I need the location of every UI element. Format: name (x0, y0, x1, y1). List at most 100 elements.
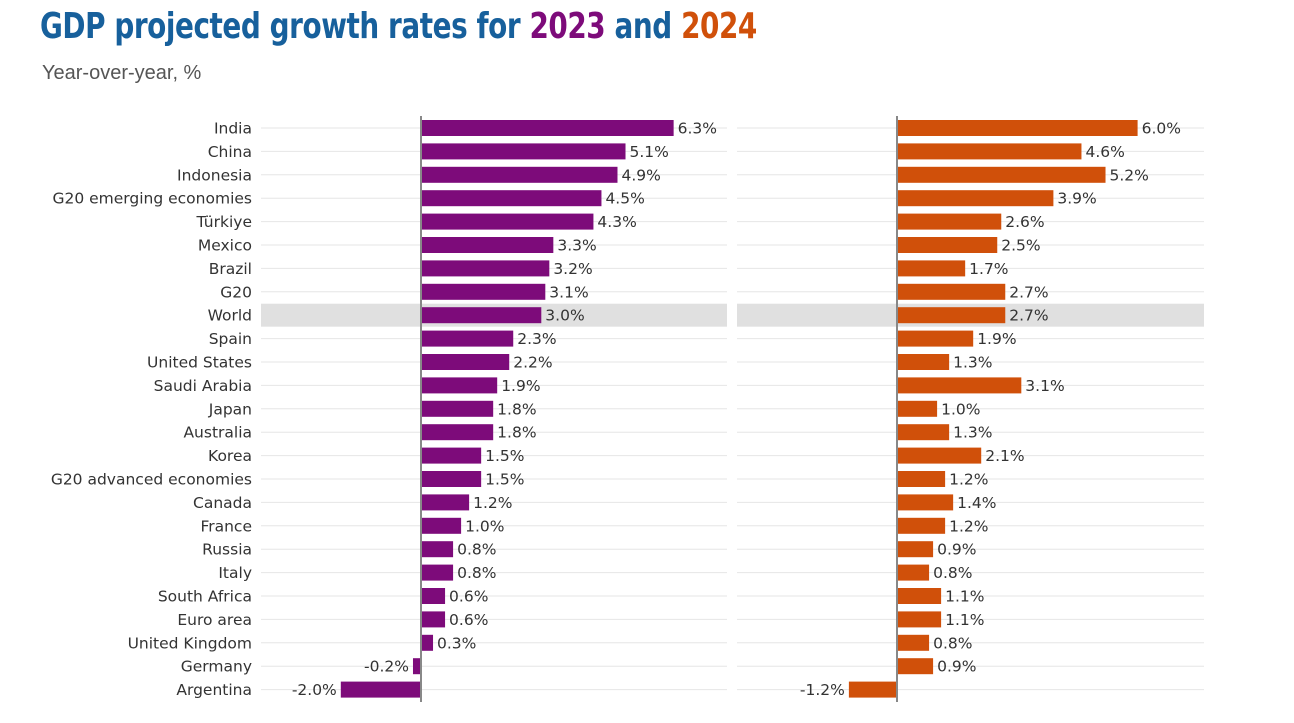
value-label-2023-spain: 2.3% (517, 330, 556, 348)
bar-2023-france (421, 517, 462, 534)
bar-2024-korea (897, 447, 982, 464)
value-label-2023-australia: 1.8% (497, 424, 536, 442)
value-label-2024-japan: 1.0% (941, 400, 980, 418)
bar-2024-indonesia (897, 166, 1106, 183)
bar-2024-saudi-arabia (897, 377, 1022, 394)
bar-2024-germany (897, 658, 934, 675)
category-label-south-africa: South Africa (158, 588, 252, 606)
value-label-2024-g20-emerging-economies: 3.9% (1057, 190, 1096, 208)
bar-2023-g20-advanced-economies (421, 471, 482, 487)
title-year-2024: 2024 (681, 6, 757, 47)
bar-2023-argentina (340, 681, 421, 698)
value-label-2024-australia: 1.3% (953, 424, 992, 442)
bar-2023-russia (421, 541, 454, 558)
category-label-argentina: Argentina (176, 681, 252, 699)
value-label-2023-g20-emerging-economies: 4.5% (605, 190, 644, 208)
value-label-2024-g20-advanced-economies: 1.2% (949, 471, 988, 489)
value-label-2024-mexico: 2.5% (1001, 237, 1040, 255)
bar-2024-euro-area (897, 611, 942, 628)
category-label-g20: G20 (220, 283, 252, 301)
value-label-2023-italy: 0.8% (457, 564, 496, 582)
category-label-t-rkiye: Türkiye (195, 213, 252, 231)
bar-2023-korea (421, 447, 482, 464)
bar-2024-g20-emerging-economies (897, 190, 1054, 207)
value-label-2023-indonesia: 4.9% (621, 166, 660, 184)
bar-2023-united-states (421, 354, 510, 370)
category-label-united-states: United States (147, 354, 252, 372)
category-label-india: India (214, 120, 252, 138)
bar-2023-australia (421, 424, 494, 441)
category-label-mexico: Mexico (198, 237, 252, 255)
chart-subtitle: Year-over-year, % (42, 62, 202, 84)
value-label-2023-t-rkiye: 4.3% (597, 213, 636, 231)
title-and: and (605, 6, 682, 47)
bar-2023-japan (421, 400, 494, 417)
bar-2024-russia (897, 541, 934, 558)
value-label-2023-saudi-arabia: 1.9% (501, 377, 540, 395)
bar-2023-brazil (421, 260, 550, 277)
value-label-2023-canada: 1.2% (473, 494, 512, 512)
value-label-2024-south-africa: 1.1% (945, 588, 984, 606)
value-label-2023-china: 5.1% (630, 143, 669, 161)
bar-2024-india (897, 120, 1138, 136)
bar-2024-japan (897, 400, 938, 417)
value-label-2024-saudi-arabia: 3.1% (1025, 377, 1064, 395)
bar-2023-g20 (421, 283, 546, 300)
category-label-china: China (208, 143, 252, 161)
bar-2024-south-africa (897, 588, 942, 604)
bar-2024-g20 (897, 283, 1006, 300)
chart-title: GDP projected growth rates for 2023 and … (40, 6, 757, 47)
value-label-2023-united-states: 2.2% (513, 354, 552, 372)
bar-2023-world (421, 307, 542, 324)
bar-2023-g20-emerging-economies (421, 190, 602, 207)
value-label-2023-south-africa: 0.6% (449, 588, 488, 606)
category-label-indonesia: Indonesia (177, 166, 252, 184)
value-label-2023-mexico: 3.3% (557, 237, 596, 255)
value-label-2024-argentina: -1.2% (800, 681, 845, 699)
value-label-2024-russia: 0.9% (937, 541, 976, 559)
value-label-2023-korea: 1.5% (485, 447, 524, 465)
category-label-united-kingdom: United Kingdom (128, 634, 252, 652)
value-label-2024-italy: 0.8% (933, 564, 972, 582)
value-label-2024-world: 2.7% (1009, 307, 1048, 325)
value-label-2024-spain: 1.9% (977, 330, 1016, 348)
value-label-2023-india: 6.3% (678, 120, 717, 138)
title-prefix: GDP projected growth rates for (40, 6, 530, 47)
category-label-g20-advanced-economies: G20 advanced economies (51, 471, 252, 489)
value-label-2023-g20: 3.1% (549, 283, 588, 301)
category-label-saudi-arabia: Saudi Arabia (154, 377, 252, 395)
value-label-2024-korea: 2.1% (985, 447, 1024, 465)
bar-2024-brazil (897, 260, 966, 277)
category-label-germany: Germany (181, 658, 252, 676)
bar-2023-south-africa (421, 588, 446, 604)
bar-2023-india (421, 120, 674, 136)
category-label-korea: Korea (208, 447, 252, 465)
bar-2023-euro-area (421, 611, 446, 628)
category-label-australia: Australia (183, 424, 252, 442)
value-label-2024-brazil: 1.7% (969, 260, 1008, 278)
value-label-2023-g20-advanced-economies: 1.5% (485, 471, 524, 489)
value-label-2024-india: 6.0% (1142, 120, 1181, 138)
value-label-2024-canada: 1.4% (957, 494, 996, 512)
bar-2024-world (897, 307, 1006, 324)
bar-2023-united-kingdom (421, 634, 434, 651)
bar-2024-australia (897, 424, 950, 441)
bar-2024-italy (897, 564, 930, 581)
bar-2024-argentina (848, 681, 897, 698)
bar-2024-united-states (897, 354, 950, 370)
value-label-2023-japan: 1.8% (497, 400, 536, 418)
value-label-2024-g20: 2.7% (1009, 283, 1048, 301)
bar-2024-mexico (897, 237, 998, 253)
value-label-2023-united-kingdom: 0.3% (437, 634, 476, 652)
value-label-2023-france: 1.0% (465, 517, 504, 535)
bar-2023-canada (421, 494, 470, 511)
category-label-canada: Canada (193, 494, 252, 512)
value-label-2023-world: 3.0% (545, 307, 584, 325)
bar-2023-china (421, 143, 626, 160)
bar-2023-germany (412, 658, 421, 675)
value-label-2024-united-states: 1.3% (953, 354, 992, 372)
category-label-brazil: Brazil (209, 260, 252, 278)
value-label-2024-indonesia: 5.2% (1110, 166, 1149, 184)
category-label-russia: Russia (202, 541, 252, 559)
value-label-2023-euro-area: 0.6% (449, 611, 488, 629)
